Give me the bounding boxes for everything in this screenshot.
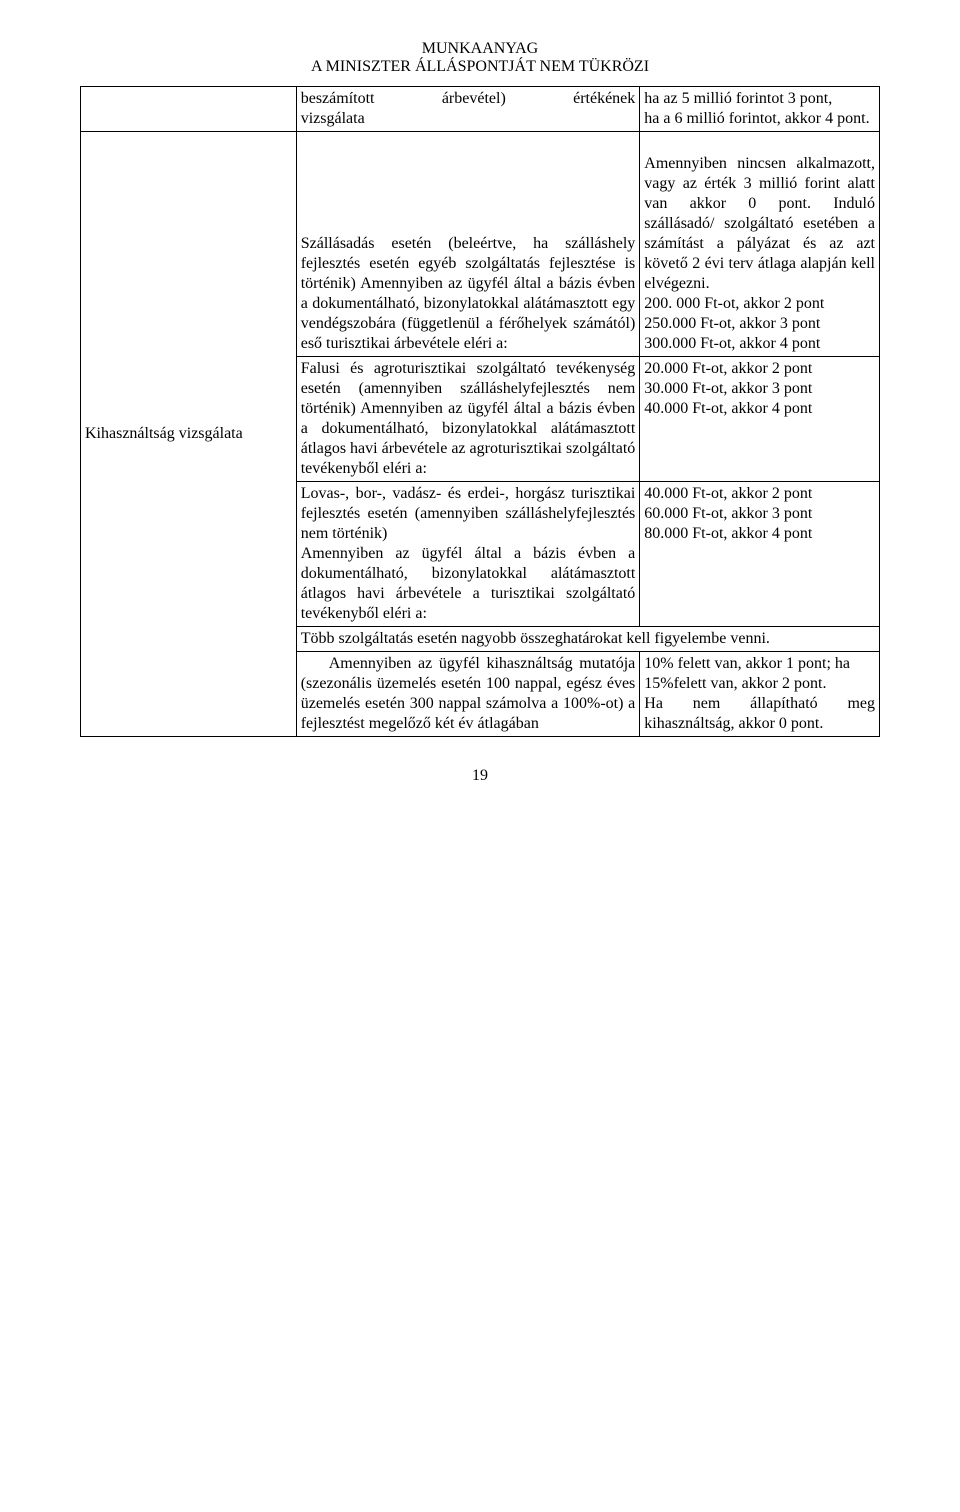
header-line-2: A MINISZTER ÁLLÁSPONTJÁT NEM TÜKRÖZI — [80, 58, 880, 76]
cell-r1-s2-c2: Lovas-, bor-, vadász- és erdei-, horgász… — [296, 482, 640, 627]
cell-r1-s1-c3: 20.000 Ft-ot, akkor 2 pont 30.000 Ft-ot,… — [640, 357, 880, 482]
cell-r1-c1: Kihasználtság vizsgálata — [81, 132, 297, 737]
cell-r0-c3: ha az 5 millió forintot 3 pont, ha a 6 m… — [640, 87, 880, 132]
cell-r1-s4-c3: 10% felett van, akkor 1 pont; ha 15%fele… — [640, 652, 880, 737]
header-line-1: MUNKAANYAG — [80, 40, 880, 58]
cell-r1-s3-merged: Több szolgáltatás esetén nagyobb összegh… — [296, 627, 879, 652]
table-row: Kihasználtság vizsgálata Szállásadás ese… — [81, 132, 880, 357]
cell-r1-s4-c2: Amennyiben az ügyfél kihasználtság mutat… — [296, 652, 640, 737]
cell-r1-s0-c3: Amennyiben nincsen alkalmazott, vagy az … — [640, 132, 880, 357]
page-number: 19 — [80, 767, 880, 785]
content-table: beszámított árbevétel) értékének vizsgál… — [80, 86, 880, 737]
cell-r1-s0-c2: Szállásadás esetén (beleértve, ha szállá… — [296, 132, 640, 357]
cell-r0-c1 — [81, 87, 297, 132]
cell-r1-s1-c2: Falusi és agroturisztikai szolgáltató te… — [296, 357, 640, 482]
cell-r0-c2: beszámított árbevétel) értékének vizsgál… — [296, 87, 640, 132]
cell-r1-s2-c3: 40.000 Ft-ot, akkor 2 pont 60.000 Ft-ot,… — [640, 482, 880, 627]
page-header: MUNKAANYAG A MINISZTER ÁLLÁSPONTJÁT NEM … — [80, 40, 880, 76]
table-row: beszámított árbevétel) értékének vizsgál… — [81, 87, 880, 132]
